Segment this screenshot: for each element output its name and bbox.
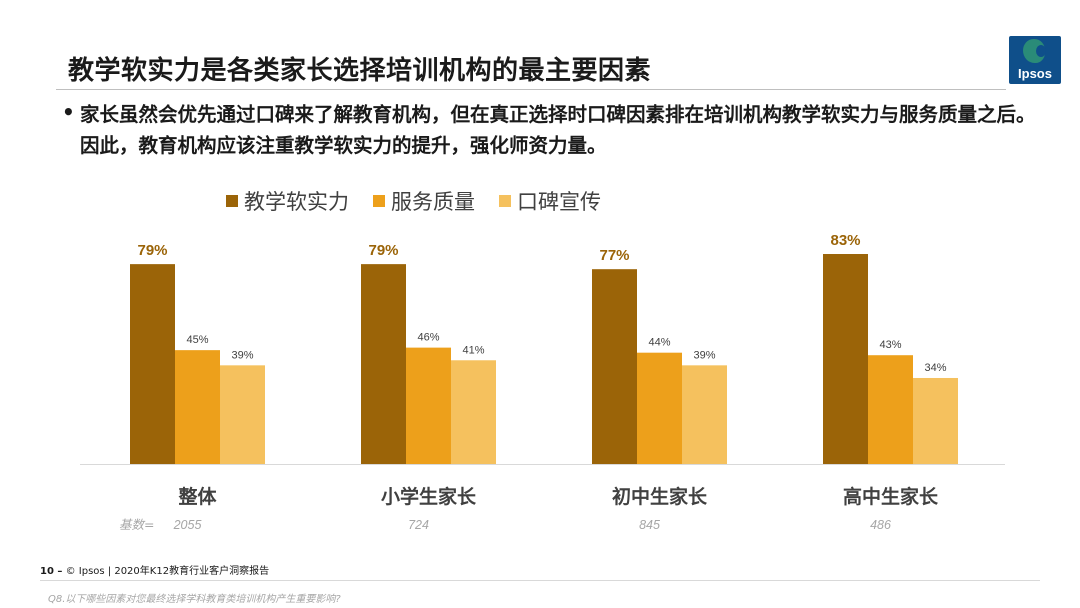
logo-text: Ipsos <box>1018 66 1052 81</box>
legend-label-reputation: 口碑宣传 <box>517 190 601 214</box>
legend-item-teaching: 教学软实力 <box>226 186 349 216</box>
bar-teaching-2 <box>592 269 637 464</box>
data-label-reputation-1: 41% <box>462 344 484 356</box>
bar-service-3 <box>868 355 913 464</box>
legend-item-service: 服务质量 <box>373 186 475 216</box>
footer: 10 – © Ipsos | 2020年K12教育行业客户洞察报告 <box>40 562 269 577</box>
base-label: 基数= <box>119 517 154 532</box>
legend-item-reputation: 口碑宣传 <box>499 186 601 216</box>
data-label-reputation-0: 39% <box>231 349 253 361</box>
data-label-service-2: 44% <box>648 337 670 349</box>
data-label-reputation-3: 34% <box>924 362 946 374</box>
category-label-3: 高中生家长 <box>843 485 939 508</box>
footer-divider <box>40 580 1040 581</box>
base-value-3: 486 <box>870 518 891 532</box>
footer-page-number: 10 – <box>40 566 63 577</box>
category-label-0: 整体 <box>178 485 217 508</box>
base-value-1: 724 <box>408 518 429 532</box>
data-label-reputation-2: 39% <box>693 349 715 361</box>
category-label-1: 小学生家长 <box>381 485 477 508</box>
data-label-teaching-1: 79% <box>368 242 398 259</box>
legend-swatch-service <box>373 195 385 207</box>
bar-reputation-2 <box>682 365 727 464</box>
title-divider <box>56 89 1006 90</box>
bullet-text: 家长虽然会优先通过口碑来了解教育机构，但在真正选择时口碑因素排在培训机构教学软实… <box>80 103 1036 157</box>
bar-reputation-1 <box>451 360 496 464</box>
base-value-2: 845 <box>639 518 660 532</box>
data-label-service-1: 46% <box>417 332 439 344</box>
bar-reputation-3 <box>913 377 958 464</box>
bar-service-1 <box>406 347 451 464</box>
bar-teaching-0 <box>130 264 175 464</box>
bar-teaching-1 <box>361 264 406 464</box>
bar-reputation-0 <box>220 365 265 464</box>
legend-label-service: 服务质量 <box>391 190 475 214</box>
footer-text: © Ipsos | 2020年K12教育行业客户洞察报告 <box>65 566 270 577</box>
bar-chart: 79% 45% 39% 整体 2055 79% 46% 41% 小学生家长 724 77% 44% 39… <box>80 232 1005 532</box>
bullet-marker: • <box>62 100 75 124</box>
bar-service-2 <box>637 352 682 464</box>
data-label-teaching-0: 79% <box>137 242 167 259</box>
bar-teaching-3 <box>823 254 868 464</box>
legend-swatch-reputation <box>499 195 511 207</box>
base-value-0: 2055 <box>173 518 202 532</box>
category-label-2: 初中生家长 <box>612 485 708 508</box>
question-footnote: Q8.以下哪些因素对您最终选择学科教育类培训机构产生重要影响? <box>48 594 341 605</box>
data-label-teaching-3: 83% <box>830 232 860 249</box>
bar-service-0 <box>175 350 220 464</box>
legend-label-teaching: 教学软实力 <box>244 190 349 214</box>
data-label-service-3: 43% <box>879 339 901 351</box>
ipsos-logo: Ipsos <box>1009 36 1061 84</box>
legend-swatch-teaching <box>226 195 238 207</box>
slide-title: 教学软实力是各类家长选择培训机构的最主要因素 <box>68 56 652 86</box>
logo-mark-cutout <box>1036 45 1046 57</box>
data-label-teaching-2: 77% <box>599 247 629 264</box>
data-label-service-0: 45% <box>186 334 208 346</box>
chart-legend: 教学软实力 服务质量 口碑宣传 <box>226 186 601 216</box>
